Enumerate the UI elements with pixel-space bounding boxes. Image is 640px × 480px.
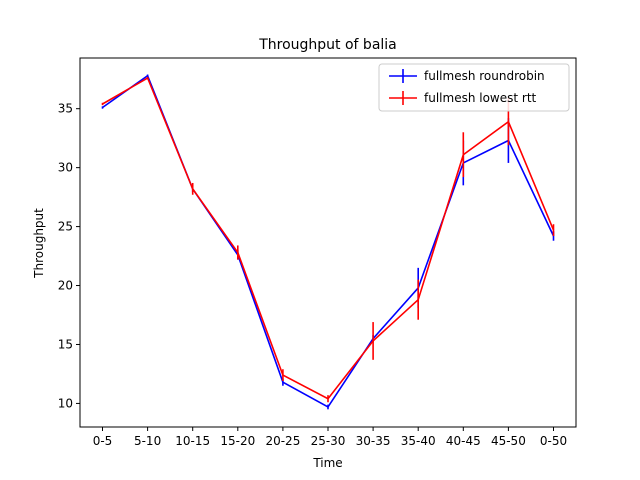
y-tick-label: 25 bbox=[58, 220, 73, 234]
series-1 bbox=[101, 76, 555, 403]
plot-frame bbox=[79, 57, 577, 428]
x-axis-label: Time bbox=[312, 456, 342, 470]
plot-area: 0-5 5-10 10-15 15-20 20-25 25-30 30-35 35-40 40-… bbox=[58, 57, 577, 448]
x-tick-label: 15-20 bbox=[220, 434, 255, 448]
x-tick-label: 0-5 bbox=[93, 434, 113, 448]
y-tick-label: 30 bbox=[58, 161, 73, 175]
legend-box bbox=[378, 63, 570, 112]
y-tick-label: 15 bbox=[58, 337, 73, 351]
x-tick-label: 5-10 bbox=[134, 434, 161, 448]
legend-label: fullmesh roundrobin bbox=[424, 69, 545, 83]
series-0 bbox=[101, 74, 555, 410]
x-tick-label: 20-25 bbox=[265, 434, 300, 448]
y-tick-label: 20 bbox=[58, 279, 73, 293]
y-axis-label: Throughput bbox=[32, 208, 46, 279]
series-line bbox=[102, 76, 555, 400]
y-tick-label: 35 bbox=[58, 102, 73, 116]
x-tick-label: 25-30 bbox=[311, 434, 346, 448]
legend-label: fullmesh lowest rtt bbox=[424, 91, 537, 105]
series-line bbox=[102, 74, 555, 409]
x-tick-label: 40-45 bbox=[446, 434, 481, 448]
legend: fullmesh roundrobin fullmesh lowest rtt bbox=[378, 63, 570, 112]
y-tick-label: 10 bbox=[58, 396, 73, 410]
chart-title: Throughput of balia bbox=[258, 37, 397, 53]
x-tick-label: 45-50 bbox=[491, 434, 526, 448]
x-tick-label: 0-50 bbox=[540, 434, 567, 448]
x-tick-label: 10-15 bbox=[175, 434, 210, 448]
x-tick-label: 30-35 bbox=[356, 434, 391, 448]
x-tick-label: 35-40 bbox=[401, 434, 436, 448]
